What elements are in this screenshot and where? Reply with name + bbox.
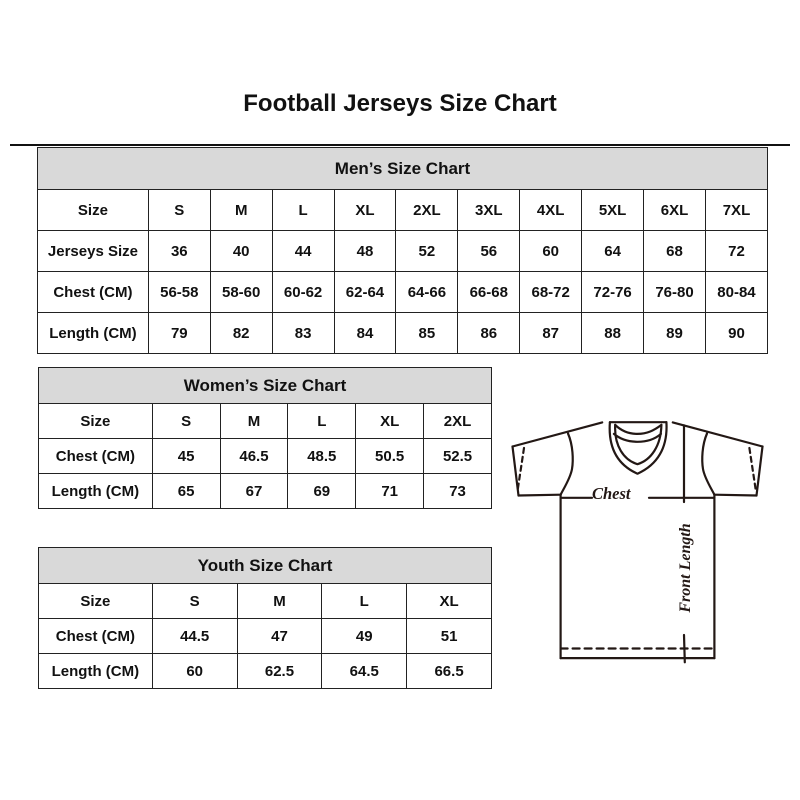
svg-text:Chest: Chest (592, 484, 631, 503)
svg-text:Front Length: Front Length (677, 523, 694, 613)
